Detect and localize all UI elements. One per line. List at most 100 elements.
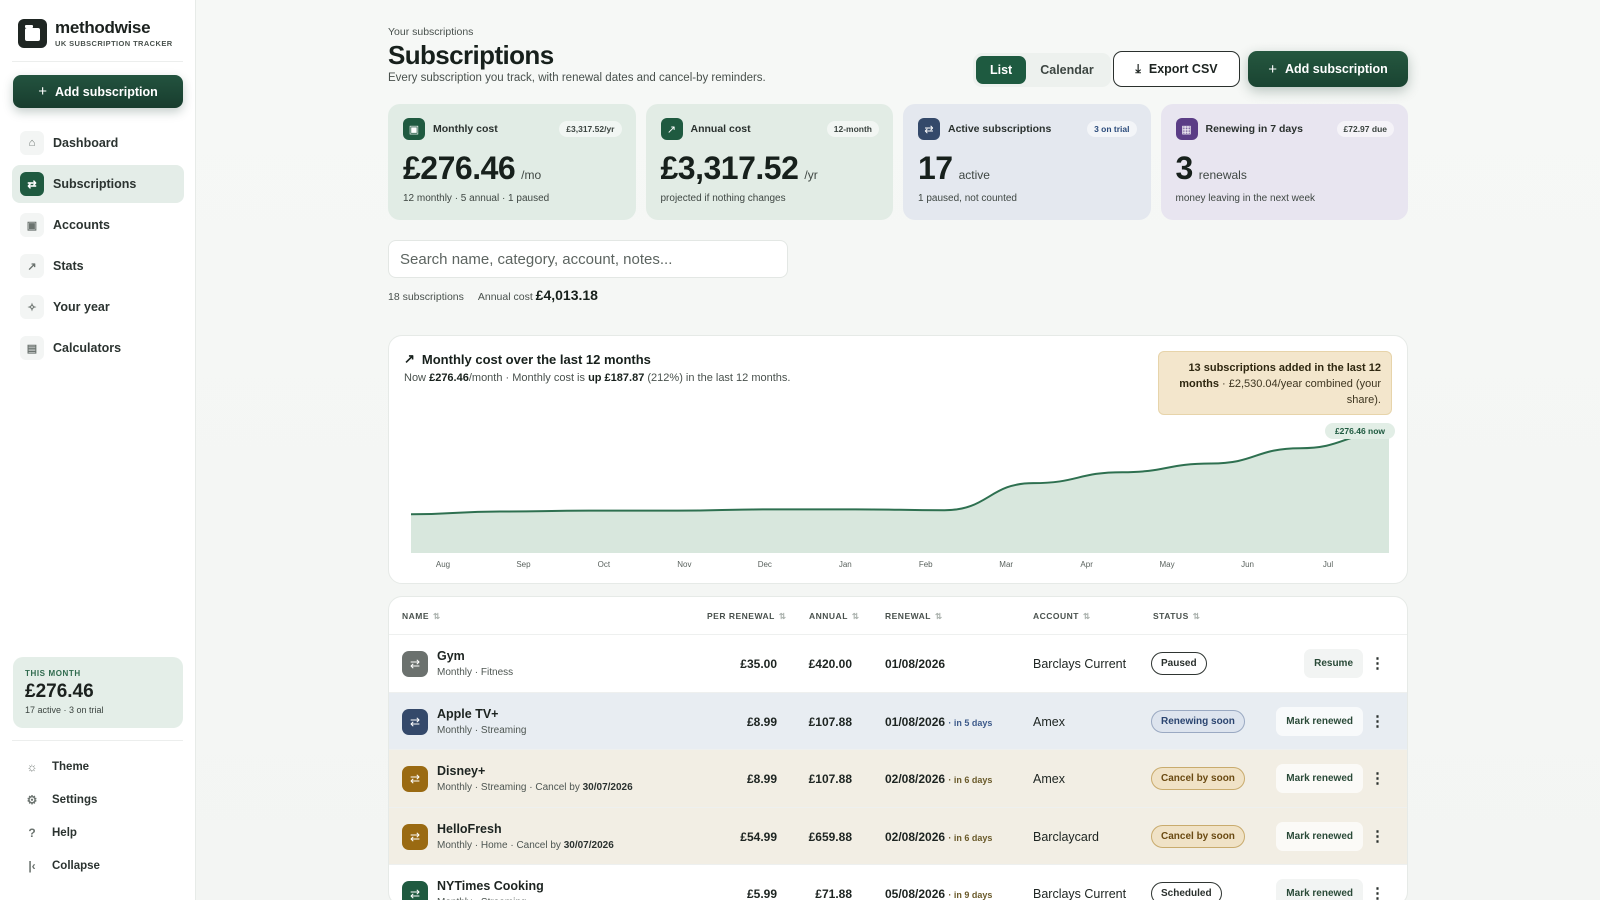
column-header-status[interactable]: STATUS ⇅ (1153, 611, 1200, 622)
row-per-renewal: £35.00 (740, 657, 777, 671)
more-options-icon[interactable]: ⋮ (1370, 827, 1385, 845)
trending-icon: ↗ (660, 118, 683, 140)
sparkle-icon: ✧ (20, 295, 44, 319)
view-list-button[interactable]: List (976, 56, 1027, 84)
sidebar-item-label: Accounts (53, 218, 110, 232)
x-tick-label: Mar (999, 560, 1013, 569)
download-icon: ⤓ (1135, 61, 1141, 76)
chart-line (410, 431, 1390, 516)
this-month-card: THIS MONTH £276.46 17 active · 3 on tria… (13, 657, 183, 728)
column-header-name[interactable]: NAME ⇅ (402, 611, 441, 622)
table-row[interactable]: ⇄ HelloFresh Monthly · Home · Cancel by 30… (389, 807, 1407, 865)
help-icon: ? (28, 825, 36, 840)
card-unit: renewals (1198, 168, 1247, 182)
footer-item-label: Theme (52, 760, 90, 773)
row-renewal-date: 01/08/2026 (885, 657, 946, 671)
brand[interactable]: methodwise UK SUBSCRIPTION TRACKER (18, 19, 173, 48)
row-renewal-date: 02/08/2026 (885, 772, 946, 786)
more-options-icon[interactable]: ⋮ (1370, 655, 1385, 672)
settings-button[interactable]: ⚙ Settings (20, 783, 180, 816)
sidebar-item-accounts[interactable]: ▣ Accounts (12, 206, 184, 244)
repeat-icon: ⇄ (402, 708, 428, 735)
table-row[interactable]: ⇄ Disney+ Monthly · Streaming · Cancel by … (389, 750, 1407, 808)
sun-icon: ☼ (26, 759, 38, 774)
more-options-icon[interactable]: ⋮ (1370, 885, 1385, 900)
sidebar-item-label: Subscriptions (53, 177, 137, 191)
export-csv-button[interactable]: ⤓ Export CSV (1113, 51, 1240, 87)
sidebar-item-label: Stats (53, 259, 84, 273)
sort-icon: ⇅ (1192, 611, 1201, 621)
repeat-icon: ⇄ (20, 172, 44, 196)
column-header-renewal[interactable]: RENEWAL ⇅ (885, 611, 943, 622)
theme-button[interactable]: ☼ Theme (20, 750, 180, 783)
status-badge: Paused (1151, 652, 1207, 675)
row-name: Apple TV+ (437, 706, 499, 721)
header-label: ACCOUNT (1033, 611, 1079, 621)
row-annual: £420.00 (808, 657, 852, 671)
header-label: STATUS (1153, 611, 1189, 621)
chart-sub-up: up £187.87 (588, 372, 645, 384)
sidebar-nav: ⌂ Dashboard ⇄ Subscriptions ▣ Accounts ↗… (12, 124, 184, 370)
table-row[interactable]: ⇄ Apple TV+ Monthly · Streaming £8.99 £107.… (389, 692, 1407, 750)
table-row[interactable]: ⇄ NYTimes Cooking Monthly · Streaming £5.9… (389, 865, 1407, 900)
now-label-pill (1325, 423, 1395, 439)
more-options-icon[interactable]: ⋮ (1370, 712, 1385, 730)
chart-title-text: Monthly cost over the last 12 months (421, 351, 651, 367)
table-row[interactable]: ⇄ Gym Monthly · Fitness £35.00 £420.00 01/08… (389, 635, 1407, 693)
row-action-button[interactable]: Resume (1304, 649, 1363, 678)
help-button[interactable]: ? Help (20, 816, 180, 849)
summary-cards: ▣ Monthly cost £3,317.52/yr £276.46 /mo … (388, 104, 1408, 220)
wallet-icon: ▣ (20, 213, 44, 237)
row-action-button[interactable]: Mark renewed (1276, 821, 1363, 851)
row-account: Barclays Current (1033, 887, 1127, 900)
gear-icon: ⚙ (26, 792, 38, 807)
chart-sub-mid: /month · Monthly cost is (468, 372, 585, 384)
x-tick-label: Sep (516, 560, 531, 569)
sidebar-item-label: Your year (53, 300, 110, 314)
row-sub-text: Monthly · Streaming · Cancel by (437, 782, 580, 793)
row-sub-text: Monthly · Home · Cancel by (437, 839, 561, 851)
card-badge: 3 on trial (1087, 121, 1137, 137)
active-subscriptions-card: ⇄ Active subscriptions 3 on trial 17 act… (903, 104, 1151, 220)
header-label: RENEWAL (885, 611, 931, 621)
row-renewal: 01/08/2026 (885, 657, 945, 671)
this-month-sub: 17 active · 3 on trial (25, 705, 104, 715)
column-header-per-renewal[interactable]: PER RENEWAL ⇅ (707, 611, 786, 622)
row-sub-text: Monthly · Streaming (437, 897, 526, 900)
divider (12, 61, 183, 62)
sort-icon: ⇅ (935, 611, 943, 621)
repeat-icon: ⇄ (402, 651, 428, 677)
sidebar: methodwise UK SUBSCRIPTION TRACKER + Add… (0, 0, 196, 900)
sidebar-add-subscription-button[interactable]: + Add subscription (13, 75, 183, 108)
search-input[interactable] (388, 240, 788, 278)
collapse-button[interactable]: |‹ Collapse (20, 849, 180, 882)
view-calendar-button[interactable]: Calendar (1040, 63, 1094, 77)
row-action-button[interactable]: Mark renewed (1276, 764, 1363, 793)
row-action-button[interactable]: Mark renewed (1276, 706, 1363, 736)
row-action-button[interactable]: Mark renewed (1276, 879, 1363, 900)
row-name: Disney+ (437, 764, 486, 778)
repeat-icon: ⇄ (402, 823, 428, 850)
wallet-icon: ▣ (403, 118, 425, 140)
sidebar-item-calculators[interactable]: ▤ Calculators (12, 329, 184, 367)
status-badge: Cancel by soon (1151, 824, 1245, 848)
x-tick-label: Dec (758, 560, 772, 569)
repeat-icon: ⇄ (918, 118, 940, 140)
column-header-account[interactable]: ACCOUNT ⇅ (1033, 611, 1091, 622)
sidebar-item-stats[interactable]: ↗ Stats (12, 247, 184, 285)
card-label: Active subscriptions (948, 123, 1052, 135)
add-subscription-button[interactable]: + Add subscription (1248, 51, 1408, 87)
sidebar-item-subscriptions[interactable]: ⇄ Subscriptions (12, 165, 184, 203)
row-renewal-due: · in 6 days (948, 832, 993, 843)
plus-icon: + (38, 83, 47, 100)
sidebar-item-your-year[interactable]: ✧ Your year (12, 288, 184, 326)
plus-icon: + (1268, 60, 1277, 78)
calculator-icon: ▤ (20, 336, 44, 360)
card-label: Renewing in 7 days (1205, 123, 1303, 135)
divider (12, 740, 183, 741)
sidebar-item-dashboard[interactable]: ⌂ Dashboard (12, 124, 184, 162)
column-header-annual[interactable]: ANNUAL ⇅ (809, 611, 860, 622)
more-options-icon[interactable]: ⋮ (1370, 770, 1385, 787)
collapse-icon: |‹ (28, 858, 36, 873)
chart-sub-now: £276.46 (429, 372, 469, 384)
